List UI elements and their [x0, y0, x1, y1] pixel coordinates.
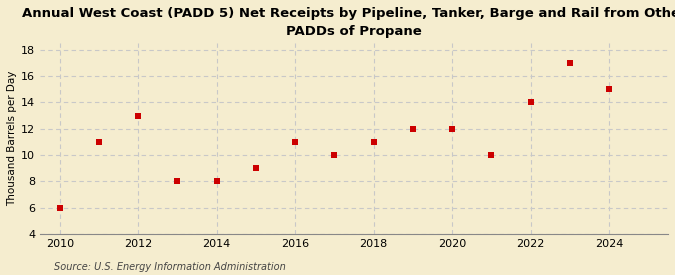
Text: Source: U.S. Energy Information Administration: Source: U.S. Energy Information Administ…	[54, 262, 286, 272]
Point	[564, 61, 575, 65]
Point	[133, 113, 144, 118]
Point	[250, 166, 261, 170]
Point	[329, 153, 340, 157]
Point	[172, 179, 183, 183]
Point	[290, 140, 300, 144]
Point	[211, 179, 222, 183]
Point	[525, 100, 536, 105]
Point	[486, 153, 497, 157]
Y-axis label: Thousand Barrels per Day: Thousand Barrels per Day	[7, 71, 17, 206]
Point	[94, 140, 105, 144]
Point	[408, 126, 418, 131]
Title: Annual West Coast (PADD 5) Net Receipts by Pipeline, Tanker, Barge and Rail from: Annual West Coast (PADD 5) Net Receipts …	[22, 7, 675, 38]
Point	[603, 87, 614, 92]
Point	[447, 126, 458, 131]
Point	[369, 140, 379, 144]
Point	[54, 205, 65, 210]
